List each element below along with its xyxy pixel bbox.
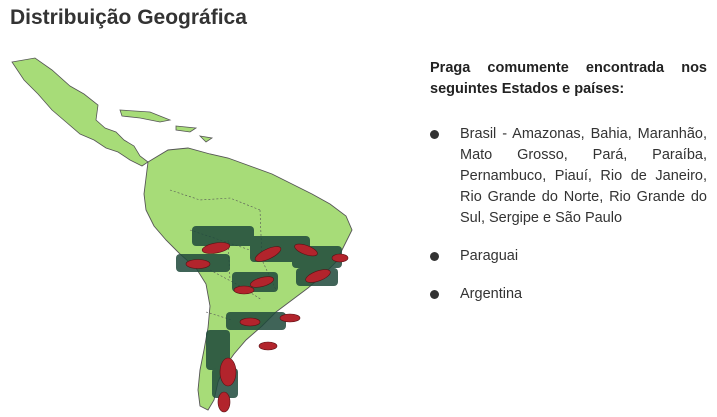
south-america-map xyxy=(11,57,353,413)
insect-icon xyxy=(233,285,255,295)
list-item-text: Brasil - Amazonas, Bahia, Maranhão, Mato… xyxy=(460,126,707,226)
insect-icon xyxy=(258,341,278,351)
list-item-text: Argentina xyxy=(460,286,523,302)
bullet-icon xyxy=(430,252,439,261)
insect-icon xyxy=(254,246,282,262)
insect-icon xyxy=(185,259,211,269)
bullet-icon xyxy=(430,130,439,139)
page-title: Distribuição Geográfica xyxy=(10,6,247,29)
insect-icons xyxy=(185,242,349,413)
insect-icon xyxy=(294,243,318,257)
bullet-icon xyxy=(430,290,439,299)
list-item: Paraguai xyxy=(430,246,707,267)
insect-icon xyxy=(331,253,349,263)
list-item-text: Paraguai xyxy=(460,248,519,264)
list-item: Argentina xyxy=(430,284,707,305)
distribution-panel: Praga comumente encontrada nos seguintes… xyxy=(430,58,707,322)
caribbean-islands xyxy=(119,109,214,143)
insect-icon xyxy=(201,242,231,254)
insect-icon xyxy=(219,357,237,387)
insect-icon xyxy=(305,269,331,283)
insect-icon xyxy=(239,317,261,327)
list-item: Brasil - Amazonas, Bahia, Maranhão, Mato… xyxy=(430,124,707,229)
location-list: Brasil - Amazonas, Bahia, Maranhão, Mato… xyxy=(430,124,707,305)
insect-icon xyxy=(217,391,231,413)
insect-icon xyxy=(250,276,274,288)
central-america-landmass xyxy=(11,57,149,167)
insect-icon xyxy=(279,313,301,323)
panel-lead: Praga comumente encontrada nos seguintes… xyxy=(430,60,707,97)
